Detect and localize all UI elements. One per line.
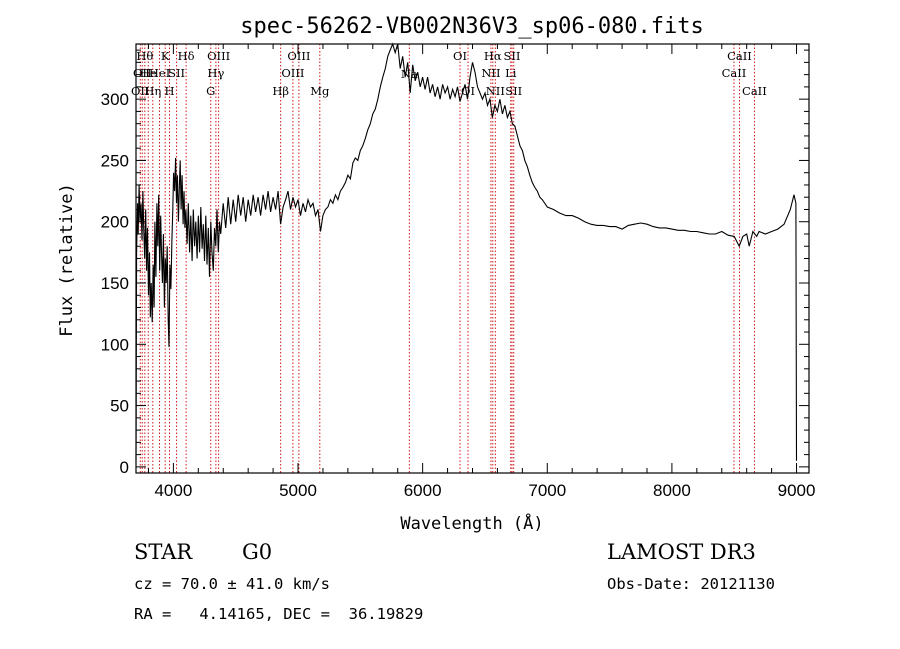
plot-frame: [135, 43, 810, 474]
line-marker-label-4: Hη: [144, 84, 161, 98]
line-marker-label-5: HeI: [149, 66, 170, 80]
y-axis-label: Flux (relative): [57, 183, 77, 337]
axis-ticks: 4000 5000 6000 7000 8000 9000 0 50 100 150 200 250 3…: [101, 44, 816, 500]
y-tick-label-0: 0: [120, 458, 129, 477]
line-marker-label-6: K: [161, 49, 170, 63]
line-marker-label-10: G: [206, 84, 215, 98]
line-marker-label-28: CaII: [742, 84, 767, 98]
line-marker-label-14: OIII: [281, 66, 304, 80]
line-markers: [139, 44, 755, 473]
line-marker-label-22: NII: [486, 84, 505, 98]
x-tick-label-5000: 5000: [279, 481, 317, 500]
line-marker-label-1: OII: [133, 66, 152, 80]
obs-date: Obs-Date: 20121130: [607, 575, 775, 593]
x-axis-label: Wavelength (Å): [400, 512, 543, 534]
chart-title: spec-56262-VB002N36V3_sp06-080.fits: [240, 14, 704, 39]
line-marker-label-2: Hθ: [136, 49, 153, 63]
y-tick-label-50: 50: [110, 397, 129, 416]
line-marker-label-15: OIII: [287, 49, 310, 63]
y-tick-label-150: 150: [101, 274, 129, 293]
y-tick-label-250: 250: [101, 151, 129, 170]
line-marker-label-3: He: [140, 66, 157, 80]
x-tick-label-6000: 6000: [404, 481, 442, 500]
x-tick-label-4000: 4000: [154, 481, 192, 500]
line-marker-label-23: Li: [505, 66, 517, 80]
object-class: STAR: [134, 540, 193, 564]
line-marker-label-7: H: [165, 84, 175, 98]
line-marker-label-24: SII: [504, 49, 521, 63]
redshift-cz: cz = 70.0 ± 41.0 km/s: [134, 575, 330, 593]
x-tick-label-8000: 8000: [653, 481, 691, 500]
line-marker-label-11: Hγ: [207, 66, 224, 80]
y-tick-label-300: 300: [101, 90, 129, 109]
line-marker-label-20: NII: [481, 66, 500, 80]
x-tick-label-9000: 9000: [778, 481, 816, 500]
spectrum-series-line: [135, 42, 798, 461]
x-tick-label-7000: 7000: [528, 481, 566, 500]
line-marker-label-9: Hδ: [178, 49, 195, 63]
object-subclass: G0: [242, 540, 273, 564]
line-marker-label-26: CaII: [722, 66, 747, 80]
line-marker-label-18: OI: [453, 49, 467, 63]
y-tick-label-100: 100: [101, 335, 129, 354]
line-marker-label-13: Hβ: [272, 84, 289, 98]
line-marker-label-25: SII: [505, 84, 522, 98]
y-tick-label-200: 200: [101, 213, 129, 232]
line-marker-label-8: SII: [168, 66, 185, 80]
line-marker-label-12: OIII: [207, 49, 230, 63]
line-marker-label-21: Hα: [484, 49, 502, 63]
ra-dec-coordinates: RA = 4.14165, DEC = 36.19829: [134, 605, 424, 623]
line-marker-label-27: CaII: [727, 49, 752, 63]
survey-name: LAMOST DR3: [607, 540, 756, 564]
line-marker-label-16: Mg: [310, 84, 330, 98]
